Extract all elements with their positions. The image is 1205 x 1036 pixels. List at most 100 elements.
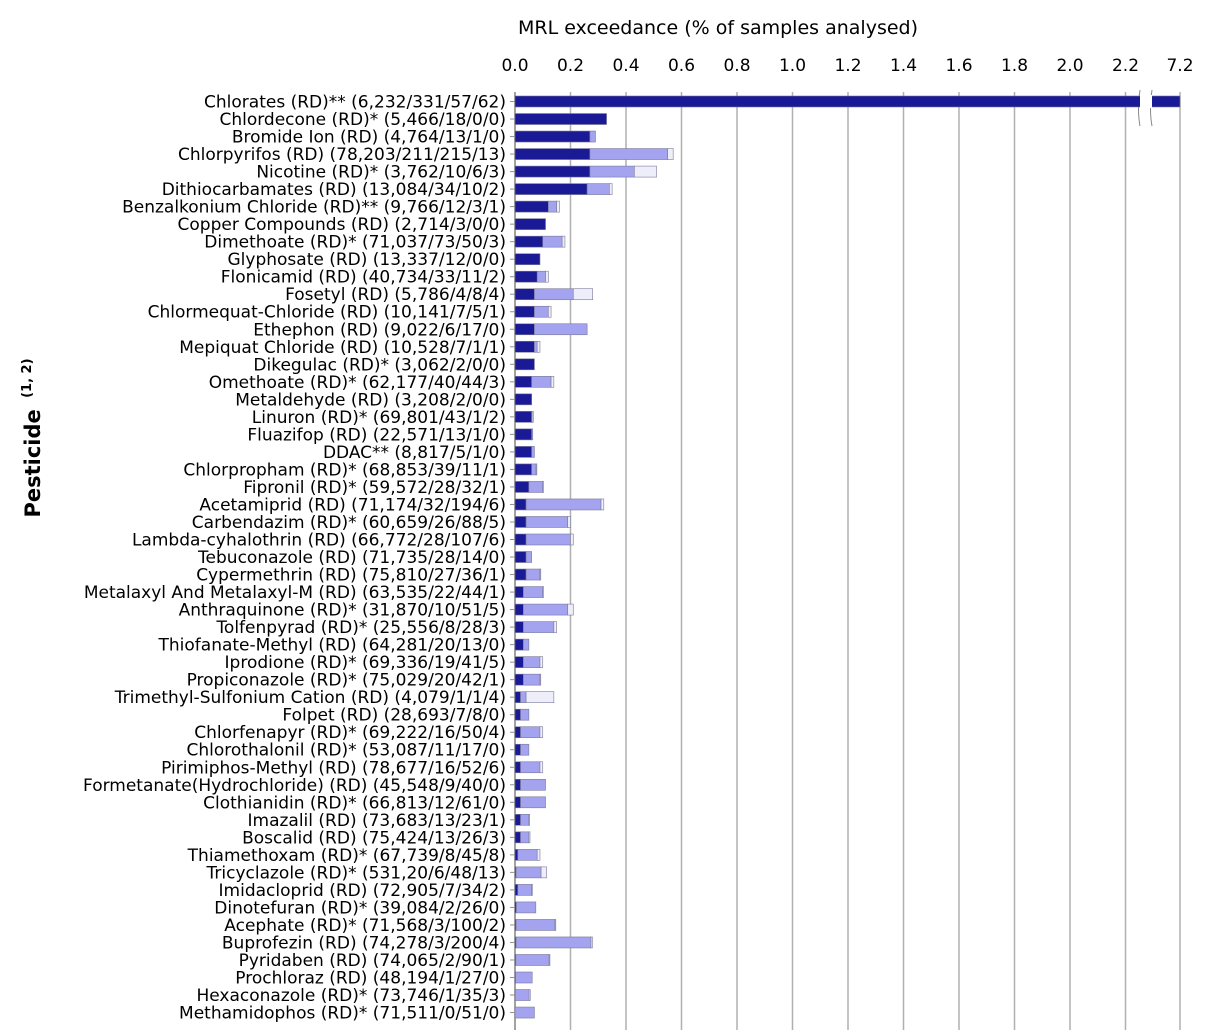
- bar-dark: [514, 586, 524, 598]
- bar-dark: [514, 849, 519, 861]
- bar-dark: [514, 376, 532, 388]
- bar-dark: [514, 603, 524, 616]
- x-tick-label: 1.6: [945, 56, 972, 76]
- category-label: Hexaconazole (RD)* (73,746/1/35/3): [196, 986, 506, 1006]
- bar-pale: [561, 235, 566, 248]
- bar-dark: [514, 253, 541, 265]
- bar-pale: [525, 691, 555, 703]
- bar-dark: [514, 393, 532, 406]
- bar-dark: [514, 743, 521, 756]
- bar-light: [514, 1006, 535, 1019]
- bar-pale: [539, 656, 544, 668]
- bar-light: [523, 586, 544, 598]
- category-label: Dinotefuran (RD)* (39,084/2/26/0): [214, 898, 506, 918]
- bar-pale: [567, 603, 574, 616]
- bar-light: [515, 971, 533, 984]
- category-label: Boscalid (RD) (75,424/13/26/3): [242, 828, 506, 848]
- category-label: Dimethoate (RD)* (71,037/73/50/3): [204, 233, 506, 253]
- bar-light: [520, 778, 546, 791]
- bar-light: [520, 831, 530, 844]
- bar-light: [523, 621, 555, 633]
- bar-pale: [572, 288, 594, 301]
- x-tick-label: 7.2: [1166, 56, 1193, 76]
- category-label: Dikegulac (RD)* (3,062/2/0/0): [253, 355, 506, 375]
- category-label: Copper Compounds (RD) (2,714/3/0/0): [178, 215, 506, 235]
- category-label: Thiamethoxam (RD)* (67,739/8/45/8): [187, 846, 506, 866]
- bar-dark: [514, 551, 527, 563]
- gridlines: [514, 88, 1181, 1031]
- bar-dark: [514, 95, 1181, 108]
- category-label: Benzalkonium Chloride (RD)** (9,766/12/3…: [122, 198, 506, 218]
- category-label: Glyphosate (RD) (13,337/12/0/0): [228, 250, 507, 270]
- bar-dark: [514, 218, 546, 230]
- category-label: DDAC** (8,817/5/1/0): [323, 443, 506, 463]
- bar-pale: [528, 989, 531, 1001]
- x-tick-label: 1.2: [834, 56, 861, 76]
- bar-dark: [514, 411, 532, 423]
- category-label: Chlorpropham (RD)* (68,853/39/11/1): [183, 460, 506, 480]
- y-axis-title: Pesticide: [21, 409, 45, 517]
- axis-break-left: [1138, 89, 1141, 127]
- bar-pale: [548, 954, 551, 966]
- bar-pale: [609, 183, 613, 195]
- bar-dark: [514, 831, 521, 844]
- bar-light: [515, 936, 592, 949]
- category-label: Chlorpyrifos (RD) (78,203/211/215/13): [178, 145, 506, 165]
- bar-pale: [539, 673, 542, 686]
- category-label: Iprodione (RD)* (69,336/19/41/5): [225, 653, 506, 673]
- x-tick-label: 0.6: [668, 56, 695, 76]
- category-label: Propiconazole (RD)* (75,029/20/42/1): [187, 671, 506, 691]
- x-tick-label: 0.0: [501, 56, 528, 76]
- bar-dark: [514, 708, 521, 721]
- bar-light: [589, 165, 635, 178]
- bar-dark: [514, 113, 607, 125]
- bar-light: [514, 989, 530, 1001]
- bar-pale: [539, 726, 544, 739]
- x-tick-label: 2.0: [1056, 56, 1083, 76]
- bar-dark: [514, 323, 535, 336]
- category-label: Fosetyl (RD) (5,786/4/8/4): [285, 285, 506, 305]
- x-tick-label: 1.4: [890, 56, 917, 76]
- category-label: Thiofanate-Methyl (RD) (64,281/20/13/0): [158, 636, 506, 656]
- bar-dark: [514, 726, 521, 739]
- category-label: Tolfenpyrad (RD)* (25,556/8/28/3): [215, 618, 506, 638]
- bar-dark: [514, 270, 538, 283]
- bar-dark: [514, 446, 532, 458]
- category-label: Tebuconazole (RD) (71,735/28/14/0): [197, 548, 506, 568]
- category-label: Methamidophos (RD)* (71,511/0/51/0): [179, 1004, 506, 1024]
- category-label: Linuron (RD)* (69,801/43/1/2): [252, 408, 506, 428]
- bar-light: [520, 691, 527, 703]
- y-axis-title-superscript: (1, 2): [20, 358, 35, 397]
- bar-light: [525, 551, 532, 563]
- category-label: Chlordecone (RD)* (5,466/18/0/0): [219, 110, 506, 130]
- bar-pale: [539, 761, 544, 774]
- bar-pale: [542, 586, 544, 598]
- category-label: Metalaxyl And Metalaxyl-M (RD) (63,535/2…: [84, 583, 506, 603]
- bar-light: [523, 656, 541, 668]
- bar-light: [531, 428, 534, 441]
- bar-light: [517, 849, 538, 861]
- bar-light: [589, 148, 668, 160]
- bar-break-gap: [1140, 95, 1152, 108]
- bar-pale: [590, 936, 593, 949]
- bar-light: [515, 919, 556, 931]
- bar-light: [525, 568, 541, 581]
- bar-light: [525, 498, 602, 511]
- bars: [514, 95, 1181, 1019]
- bar-pale: [536, 849, 541, 861]
- bar-dark: [514, 428, 532, 441]
- bar-light: [520, 814, 530, 826]
- bar-dark: [514, 796, 521, 809]
- y-axis-title-group: Pesticide (1, 2): [20, 358, 45, 517]
- bar-light: [531, 446, 535, 458]
- bar-light: [528, 481, 544, 493]
- category-label: Formetanate(Hydrochloride) (RD) (45,548/…: [83, 776, 506, 796]
- category-label: Trimethyl-Sulfonium Cation (RD) (4,079/1…: [114, 688, 506, 708]
- bar-dark: [514, 340, 535, 353]
- bar-pale: [567, 516, 571, 528]
- x-tick-label: 2.2: [1112, 56, 1139, 76]
- bar-light: [520, 743, 530, 756]
- bar-dark: [514, 183, 588, 195]
- bar-light: [534, 288, 574, 301]
